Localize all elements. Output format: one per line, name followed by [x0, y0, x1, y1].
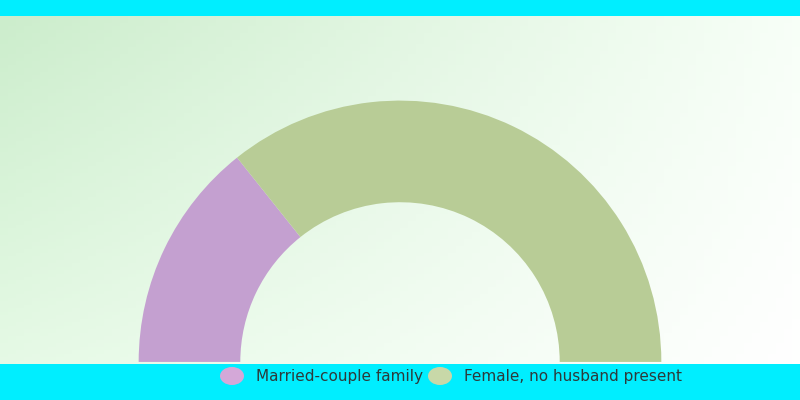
Text: Married-couple family: Married-couple family — [256, 368, 423, 384]
Text: Female, no husband present: Female, no husband present — [464, 368, 682, 384]
Wedge shape — [138, 158, 301, 362]
Text: City-Data.com: City-Data.com — [659, 82, 749, 94]
Ellipse shape — [220, 367, 244, 385]
Ellipse shape — [428, 367, 452, 385]
Text: Poor families by family type: Poor families by family type — [224, 20, 576, 40]
Wedge shape — [237, 100, 662, 362]
